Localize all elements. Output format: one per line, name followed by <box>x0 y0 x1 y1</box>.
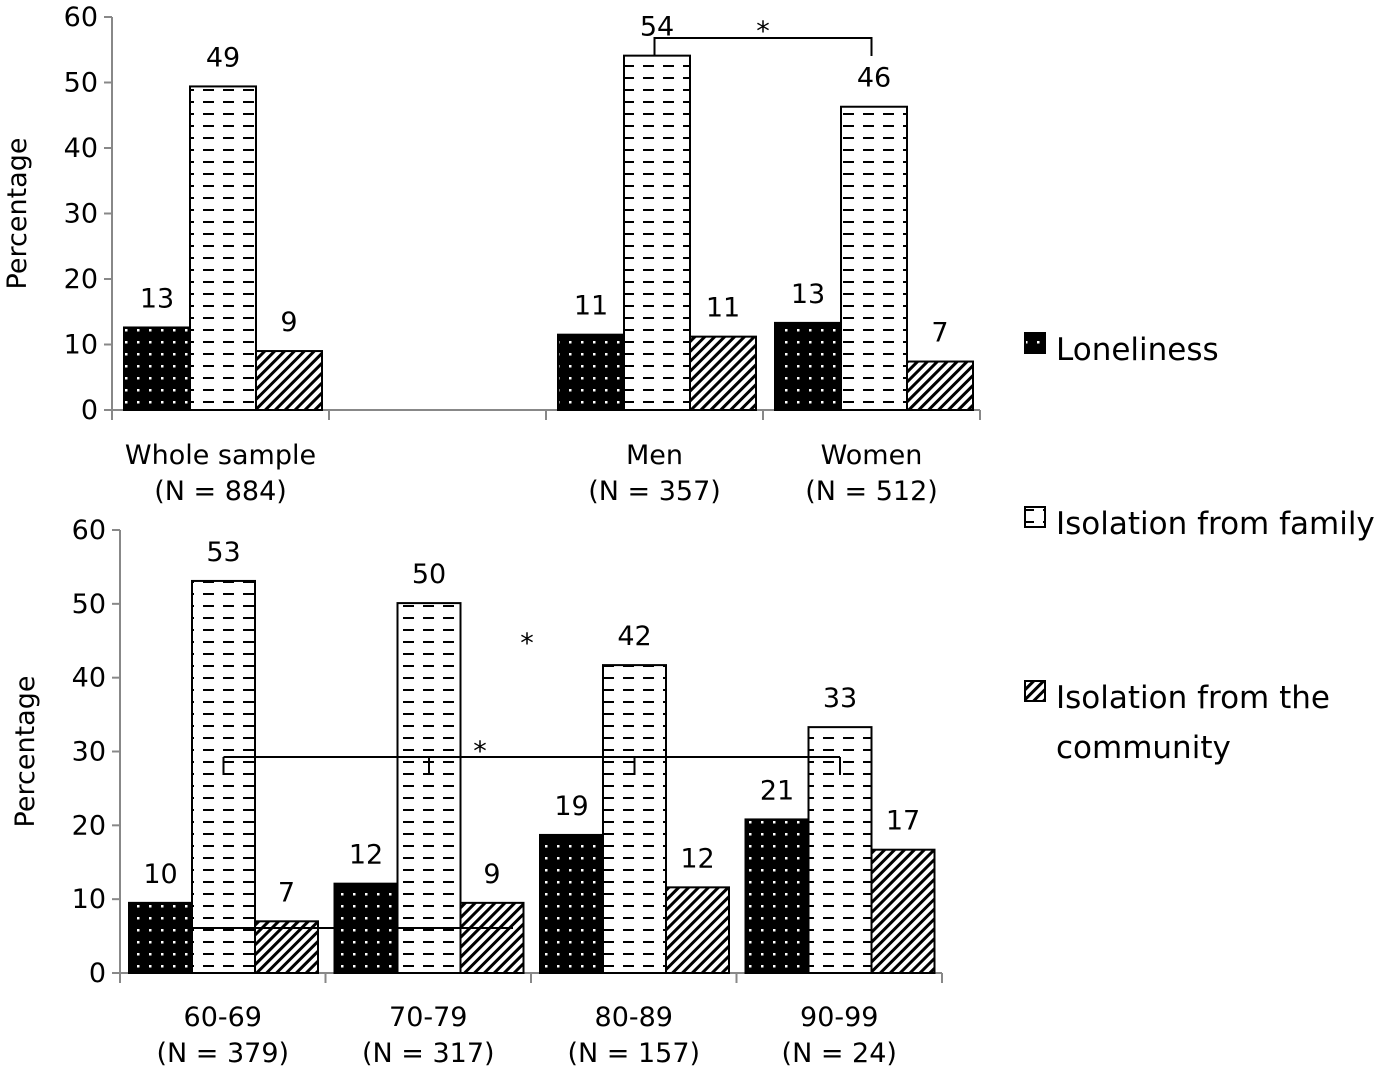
legend-swatch <box>1024 680 1046 702</box>
significance-bracket <box>653 37 873 56</box>
data-label: 12 <box>680 843 714 874</box>
y-tick-label: 60 <box>64 2 98 33</box>
legend-swatch <box>1024 332 1046 354</box>
data-label: 13 <box>791 279 825 310</box>
data-label: 7 <box>931 318 948 349</box>
data-label: 9 <box>483 859 500 890</box>
category-label: (N = 24) <box>782 1038 897 1069</box>
y-tick-label: 10 <box>64 330 98 361</box>
y-tick-label: 30 <box>64 199 98 230</box>
y-tick-label: 10 <box>72 884 106 915</box>
y-tick-label: 20 <box>64 264 98 295</box>
category-label: 60-69 <box>184 1002 262 1033</box>
data-label: 17 <box>886 806 920 837</box>
data-label: 11 <box>706 293 740 324</box>
legend-label: Isolation from the <box>1056 680 1330 716</box>
data-label: 50 <box>412 559 446 590</box>
data-label: 21 <box>760 775 794 806</box>
legend-label: community <box>1056 730 1231 766</box>
y-tick-label: 50 <box>64 68 98 99</box>
data-label: 49 <box>206 42 240 73</box>
y-tick-label: 50 <box>72 589 106 620</box>
y-tick-label: 40 <box>64 133 98 164</box>
category-label: (N = 357) <box>588 476 721 507</box>
category-label: Whole sample <box>125 440 316 471</box>
category-label: (N = 157) <box>567 1038 700 1069</box>
bar <box>602 664 667 974</box>
bar-chart-2: 0 10 20 30 40 50 60 Percentage 60-69 (N = 379) 10 5… <box>10 515 943 1069</box>
category-label: (N = 317) <box>362 1038 495 1069</box>
data-label: 10 <box>143 859 177 890</box>
data-label: 19 <box>554 791 588 822</box>
bar <box>539 833 604 974</box>
category-label: (N = 884) <box>154 476 287 507</box>
bar <box>189 85 257 412</box>
legend-label: Loneliness <box>1056 332 1219 368</box>
bar <box>774 321 842 412</box>
bar-chart-1: 0 10 20 30 40 50 60 Percentage Whole sample (N = … <box>2 2 981 507</box>
significance-star: * <box>473 736 487 767</box>
bar <box>128 901 193 975</box>
data-label: 33 <box>823 683 857 714</box>
legend: Loneliness Isolation from family Isolation… <box>1024 332 1375 766</box>
data-label: 13 <box>140 283 174 314</box>
y-tick-label: 60 <box>72 515 106 546</box>
data-label: 7 <box>278 877 295 908</box>
bar <box>689 335 757 412</box>
data-label: 42 <box>617 621 651 652</box>
category-label: 70-79 <box>389 1002 467 1033</box>
category-label: (N = 512) <box>805 476 938 507</box>
category-label: Men <box>626 440 683 471</box>
bar <box>870 848 936 974</box>
category-label: Women <box>821 440 923 471</box>
data-label: 46 <box>857 63 891 94</box>
y-tick-label: 0 <box>81 395 98 426</box>
bar <box>557 333 625 411</box>
y-tick-label: 40 <box>72 663 106 694</box>
y-axis-label: Percentage <box>10 676 41 828</box>
bar <box>191 579 256 974</box>
y-tick-label: 0 <box>89 958 106 989</box>
y-axis-label: Percentage <box>2 138 33 290</box>
significance-star: * <box>520 628 534 659</box>
y-tick-label: 30 <box>72 737 106 768</box>
bar <box>840 105 908 412</box>
significance-star: * <box>756 16 770 47</box>
y-tick-label: 20 <box>72 810 106 841</box>
data-label: 9 <box>280 307 297 338</box>
bar <box>255 350 323 411</box>
bar <box>123 326 191 411</box>
bar <box>665 886 730 974</box>
category-label: 80-89 <box>595 1002 673 1033</box>
bar <box>254 920 319 974</box>
bar <box>744 818 810 975</box>
bar <box>396 602 462 974</box>
bar <box>459 901 525 975</box>
bar <box>623 54 691 412</box>
data-label: 53 <box>206 537 240 568</box>
legend-swatch <box>1024 506 1046 528</box>
category-label: 90-99 <box>800 1002 878 1033</box>
legend-label: Isolation from family <box>1056 506 1375 542</box>
data-label: 11 <box>574 291 608 322</box>
data-label: 12 <box>349 840 383 871</box>
bar <box>906 360 974 411</box>
category-label: (N = 379) <box>156 1038 289 1069</box>
